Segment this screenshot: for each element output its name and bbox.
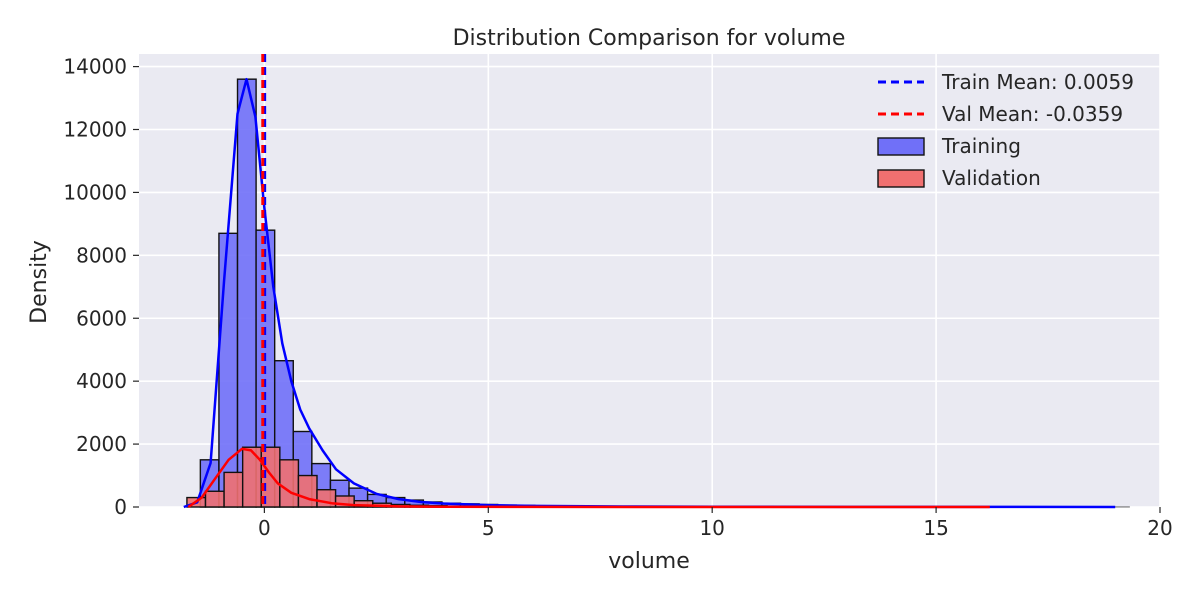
histogram-bar [223,471,244,508]
histogram-bar [236,78,257,508]
y-axis-title: Density [27,240,52,324]
x-tick-label: 15 [923,516,948,540]
legend-label: Validation [942,166,1041,190]
x-tick-label: 10 [699,516,724,540]
x-tick-label: 5 [482,516,495,540]
x-axis-title: volume [608,549,690,574]
grid-lines [139,54,1161,508]
mean-lines [261,54,267,507]
histogram-bar [297,474,318,508]
chart-title: Distribution Comparison for volume [453,26,846,51]
legend: Train Mean: 0.0059 Val Mean: -0.0359 Train… [877,70,1134,190]
legend-patch-swatch [877,169,925,188]
y-tick-label: 12000 [63,118,127,142]
x-tick-label: 0 [258,516,271,540]
legend-label: Train Mean: 0.0059 [941,70,1134,94]
y-tick-label: 4000 [76,369,127,393]
legend-patch-swatch [877,137,925,156]
axis-ticks: 0 5 10 15 20 0 2000 4000 6000 8000 10000 12000 14000 [63,55,1172,540]
y-tick-label: 8000 [76,243,127,267]
histogram-bar [204,490,225,508]
kde-curves [183,77,1116,509]
y-tick-label: 2000 [76,432,127,456]
kde-curve [187,447,990,509]
legend-label: Val Mean: -0.0359 [942,102,1123,126]
x-tick-label: 20 [1147,516,1172,540]
y-tick-label: 10000 [63,180,127,204]
y-tick-label: 6000 [76,306,127,330]
y-tick-label: 14000 [63,55,127,79]
histogram-bar [279,459,300,508]
histogram-bar [241,446,262,508]
legend-label: Training [941,134,1021,158]
histogram-bar [218,232,239,508]
y-tick-label: 0 [114,495,127,519]
